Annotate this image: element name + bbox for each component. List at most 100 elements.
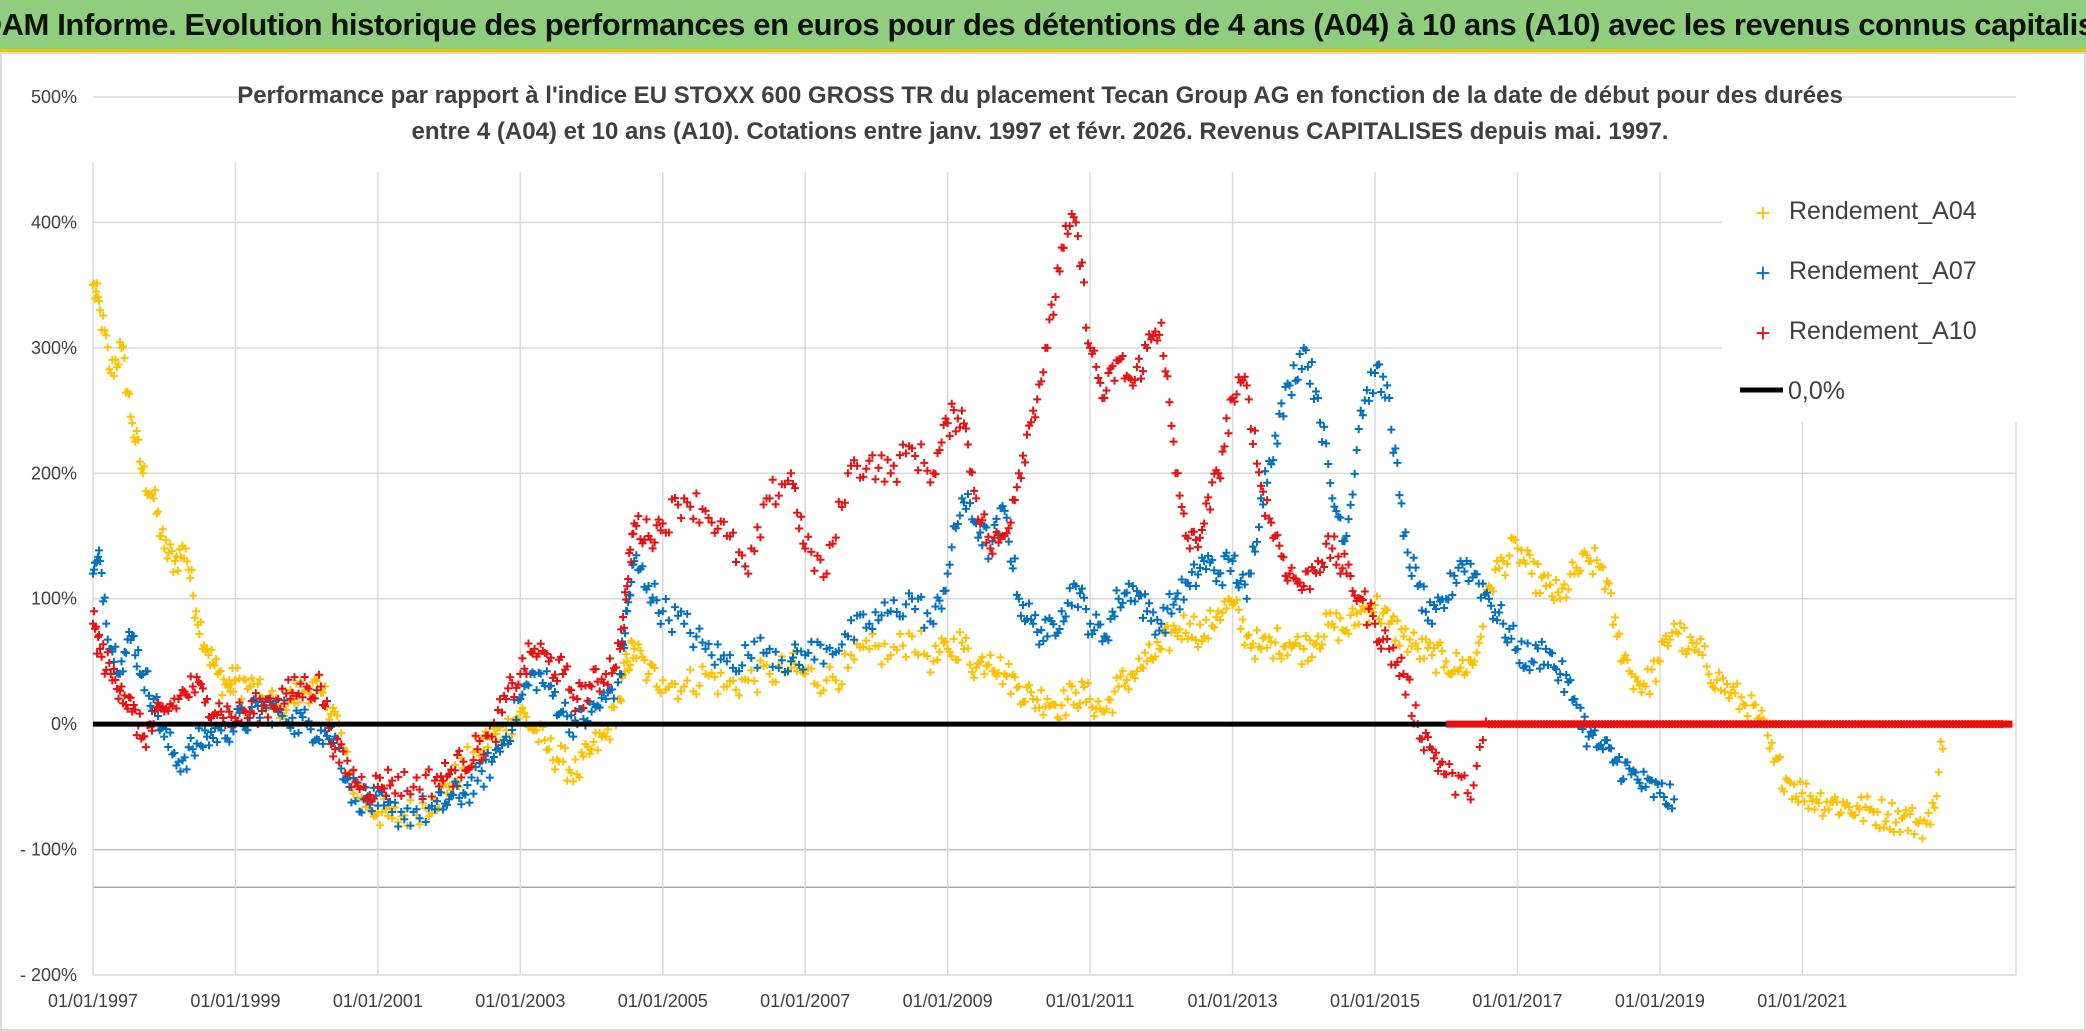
data-point-fill: [184, 743, 193, 752]
data-point-fill: [1037, 377, 1046, 386]
data-point-fill: [1851, 811, 1860, 820]
data-point-fill: [1102, 704, 1111, 713]
data-point-fill: [1196, 620, 1204, 629]
data-point-fill: [213, 710, 222, 719]
data-point-fill: [933, 655, 942, 664]
data-point-fill: [1165, 398, 1174, 407]
data-point: [658, 607, 667, 616]
data-point: [1128, 381, 1137, 390]
data-point: [245, 707, 254, 716]
data-point-fill: [1788, 795, 1797, 804]
data-point-fill: [951, 427, 960, 436]
data-point-fill: [1006, 557, 1015, 566]
data-point: [865, 644, 874, 653]
data-point-fill: [1529, 557, 1538, 566]
data-point: [701, 644, 710, 653]
data-point-fill: [917, 440, 926, 449]
data-point-fill: [280, 699, 289, 708]
data-point-fill: [1436, 638, 1445, 647]
data-point-fill: [1037, 686, 1046, 695]
data-point-fill: [1027, 615, 1036, 624]
legend-box: [1722, 162, 2022, 422]
legend-label-a04: Rendement_A04: [1789, 197, 1977, 225]
data-point-fill: [111, 675, 120, 684]
data-point-fill: [449, 790, 458, 799]
data-point-fill: [1090, 346, 1099, 355]
data-point-fill: [412, 805, 421, 814]
data-point-fill: [1535, 664, 1544, 673]
data-point-fill: [1004, 659, 1013, 668]
data-point: [188, 745, 197, 754]
data-point-fill: [889, 461, 898, 470]
data-point-fill: [695, 518, 704, 527]
data-point-fill: [883, 455, 892, 464]
data-point-fill: [310, 694, 319, 703]
data-point-fill: [135, 709, 144, 718]
data-point-fill: [421, 818, 430, 827]
data-point-fill: [756, 633, 765, 642]
data-point-fill: [463, 742, 472, 751]
data-point-fill: [953, 520, 962, 529]
data-point-fill: [1183, 534, 1192, 543]
data-point: [1014, 682, 1023, 691]
data-point-fill: [1645, 689, 1654, 698]
data-point-fill: [357, 772, 366, 781]
data-point: [822, 676, 831, 685]
data-point-fill: [970, 486, 979, 495]
data-point: [1157, 644, 1166, 653]
y-tick-label: 400%: [31, 212, 77, 232]
data-point-fill: [1303, 362, 1312, 371]
data-point-fill: [1395, 641, 1404, 650]
data-point-fill: [120, 647, 129, 656]
data-point: [1314, 394, 1323, 403]
data-point-fill: [1417, 735, 1426, 744]
data-point-fill: [333, 711, 342, 720]
data-point-fill: [198, 743, 207, 752]
data-point-fill: [654, 515, 663, 524]
data-point: [1641, 782, 1650, 791]
data-point-fill: [1165, 590, 1174, 599]
data-point: [1470, 657, 1479, 666]
data-point-fill: [1006, 518, 1015, 527]
data-point-fill: [518, 654, 527, 663]
data-point-fill: [1476, 632, 1485, 641]
data-point-fill: [457, 773, 466, 782]
data-point-fill: [968, 468, 977, 477]
data-point-fill: [1295, 578, 1304, 587]
data-point-fill: [1582, 551, 1591, 560]
data-point-fill: [1065, 584, 1074, 593]
data-point: [1000, 506, 1009, 515]
data-point-fill: [799, 665, 808, 674]
data-point-fill: [825, 662, 834, 671]
data-point-fill: [656, 526, 665, 535]
data-point-fill: [1330, 532, 1339, 541]
data-point-fill: [804, 532, 813, 541]
data-point-fill: [186, 734, 195, 743]
data-point: [559, 707, 568, 716]
data-point-fill: [207, 645, 216, 654]
data-point-fill: [1159, 603, 1168, 612]
data-point-fill: [131, 651, 140, 660]
data-point-fill: [1067, 601, 1076, 610]
data-point-fill: [1411, 639, 1420, 648]
data-point: [908, 444, 917, 453]
data-point-fill: [595, 728, 604, 737]
data-point-fill: [961, 504, 970, 513]
data-point-fill: [1525, 666, 1534, 675]
data-point: [316, 682, 325, 691]
data-point-fill: [1297, 365, 1306, 374]
data-point-fill: [1108, 708, 1117, 717]
data-point-fill: [337, 740, 346, 749]
data-point-fill: [911, 605, 920, 614]
data-point-fill: [369, 794, 378, 803]
data-point-fill: [249, 709, 258, 718]
data-point-fill: [1843, 799, 1852, 808]
data-point-fill: [125, 628, 134, 637]
data-point-fill: [707, 651, 716, 660]
data-point-fill: [1364, 396, 1373, 405]
data-point-fill: [1932, 792, 1941, 801]
data-point-fill: [984, 554, 993, 563]
data-point-fill: [1202, 615, 1211, 624]
data-point-fill: [1073, 232, 1082, 241]
data-point-fill: [184, 692, 193, 701]
